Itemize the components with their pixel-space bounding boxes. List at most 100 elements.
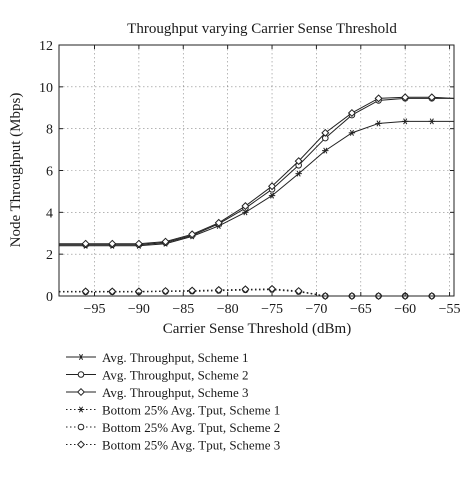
asterisk-stroke <box>376 120 381 127</box>
data-point <box>374 94 383 103</box>
legend-marker <box>76 387 86 397</box>
y-axis-label: Node Throughput (Mbps) <box>8 93 24 248</box>
legend-item-3: Avg. Throughput, Scheme 3 <box>66 385 248 400</box>
data-point <box>214 218 223 227</box>
y-tick-label: 0 <box>46 290 53 305</box>
asterisk-stroke <box>78 406 84 413</box>
data-point <box>375 120 382 127</box>
legend-label: Avg. Throughput, Scheme 1 <box>102 350 248 365</box>
circle-shape <box>77 371 85 378</box>
data-point <box>214 285 223 294</box>
legend-item-6: Bottom 25% Avg. Tput, Scheme 3 <box>66 438 280 453</box>
series-2 <box>59 95 454 249</box>
diamond-shape <box>241 202 250 211</box>
series-line <box>59 288 454 297</box>
asterisk-stroke <box>349 129 354 136</box>
diamond-shape <box>347 108 356 117</box>
series-group <box>59 93 455 301</box>
y-tick-label: 6 <box>46 165 53 180</box>
data-point <box>161 286 170 295</box>
axis-ticks: −95 −90 −85 −80 −75 −70 −65 −60 −55 0 2 4 6 8 10 12 <box>39 39 461 317</box>
y-tick-label: 12 <box>39 39 53 54</box>
data-point <box>241 202 250 211</box>
data-point <box>294 157 303 166</box>
asterisk-stroke <box>78 353 84 361</box>
data-point <box>108 287 117 296</box>
legend: Avg. Throughput, Scheme 1 Avg. Throughput… <box>66 350 280 453</box>
legend-marker <box>77 423 85 431</box>
y-tick-label: 4 <box>46 206 53 221</box>
diamond-shape <box>161 286 170 295</box>
series-line <box>59 288 454 297</box>
data-point <box>188 286 197 295</box>
diamond-shape <box>81 239 90 248</box>
diamond-shape <box>374 94 383 103</box>
legend-marker <box>77 406 85 413</box>
data-point <box>81 287 90 296</box>
circle-shape <box>77 423 85 431</box>
y-tick-label: 2 <box>46 248 53 263</box>
data-point <box>81 239 90 248</box>
series-5 <box>59 286 454 300</box>
series-3 <box>59 93 455 248</box>
x-tick-label: −60 <box>394 302 416 317</box>
x-tick-label: −65 <box>350 302 372 317</box>
legend-label: Bottom 25% Avg. Tput, Scheme 1 <box>102 403 280 418</box>
y-tick-label: 10 <box>39 81 53 96</box>
legend-label: Avg. Throughput, Scheme 3 <box>102 385 248 400</box>
series-4 <box>59 286 454 300</box>
chart-title: Throughput varying Carrier Sense Thresho… <box>127 21 397 37</box>
legend-item-4: Bottom 25% Avg. Tput, Scheme 1 <box>66 403 280 418</box>
diamond-shape <box>294 157 303 166</box>
diamond-shape <box>321 128 330 137</box>
asterisk-stroke <box>403 118 408 125</box>
series-line <box>59 97 454 246</box>
asterisk-stroke <box>270 192 275 199</box>
diamond-shape <box>214 285 223 294</box>
legend-item-5: Bottom 25% Avg. Tput, Scheme 2 <box>66 420 280 435</box>
diamond-shape <box>108 287 117 296</box>
x-tick-label: −85 <box>172 302 194 317</box>
data-point <box>295 170 302 177</box>
diamond-shape <box>188 230 197 239</box>
data-point <box>348 129 356 136</box>
data-point <box>427 93 436 102</box>
asterisk-stroke <box>323 147 328 154</box>
diamond-shape <box>401 93 410 102</box>
data-point <box>401 118 409 125</box>
x-axis-label: Carrier Sense Threshold (dBm) <box>163 321 351 337</box>
legend-item-2: Avg. Throughput, Scheme 2 <box>66 368 248 383</box>
data-point <box>161 237 170 246</box>
legend-marker <box>77 371 85 378</box>
legend-label: Bottom 25% Avg. Tput, Scheme 3 <box>102 438 280 453</box>
asterisk-stroke <box>429 118 434 125</box>
legend-marker <box>76 440 86 449</box>
diamond-shape <box>241 285 250 294</box>
data-point <box>347 108 356 117</box>
data-point <box>401 93 410 102</box>
diamond-shape <box>76 387 86 397</box>
data-point <box>321 128 330 137</box>
x-tick-label: −95 <box>84 302 106 317</box>
legend-label: Bottom 25% Avg. Tput, Scheme 2 <box>102 420 280 435</box>
series-line <box>59 289 454 297</box>
data-point <box>108 239 117 248</box>
data-point <box>134 239 143 248</box>
legend-marker <box>77 353 85 361</box>
diamond-shape <box>161 237 170 246</box>
diamond-shape <box>427 93 436 102</box>
diamond-shape <box>108 239 117 248</box>
series-line <box>59 96 455 245</box>
y-tick-label: 8 <box>46 123 53 138</box>
diamond-shape <box>81 287 90 296</box>
diamond-shape <box>214 218 223 227</box>
x-tick-label: −80 <box>217 302 239 317</box>
x-tick-label: −75 <box>261 302 283 317</box>
x-tick-label: −70 <box>305 302 327 317</box>
diamond-shape <box>188 286 197 295</box>
data-point <box>428 118 436 125</box>
diamond-shape <box>134 239 143 248</box>
series-1 <box>59 118 454 249</box>
